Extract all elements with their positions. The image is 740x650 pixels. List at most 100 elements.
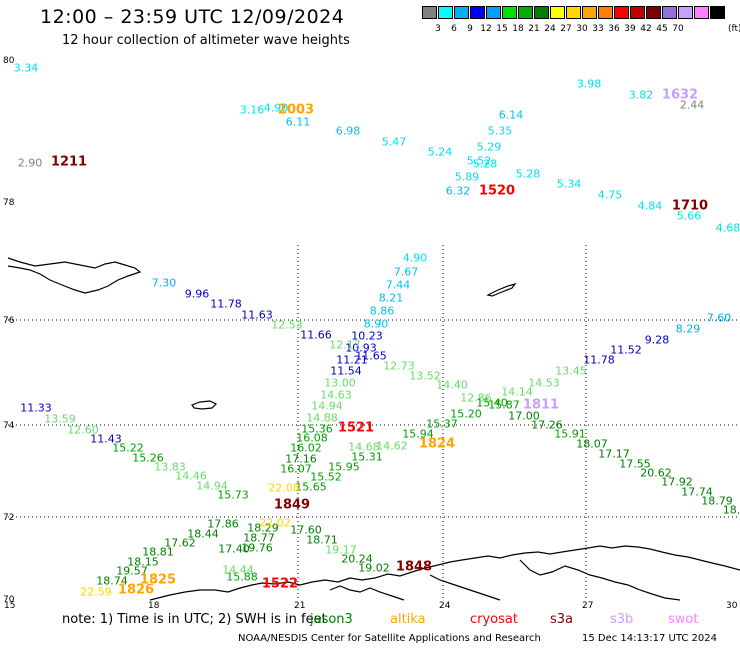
wave-height-value: 17.92 <box>661 475 693 489</box>
track-time-label: 1849 <box>273 497 311 513</box>
coastlines <box>7 257 740 601</box>
wave-height-value: 5.35 <box>487 124 513 138</box>
wave-height-value: 13.59 <box>44 412 76 426</box>
wave-height-value: 2.90 <box>17 156 43 170</box>
legend-swatch <box>550 6 565 19</box>
wave-height-value: 19.57 <box>116 564 148 578</box>
wave-height-value: 11.21 <box>336 353 368 367</box>
credit-line: NOAA/NESDIS Center for Satellite Applica… <box>238 633 541 644</box>
wave-height-value: 8.29 <box>675 322 701 336</box>
satellite-s3a: s3a <box>550 612 574 627</box>
wave-height-value: 15.95 <box>328 460 360 474</box>
wave-height-value: 3.98 <box>576 77 602 91</box>
wave-height-value: 18.15 <box>127 555 159 569</box>
wave-height-value: 20.62 <box>640 466 672 480</box>
page-title: 12:00 – 23:59 UTC 12/09/2024 <box>40 6 345 28</box>
legend-label: 42 <box>640 24 652 34</box>
wave-height-value: 5.52 <box>466 154 492 168</box>
wave-height-value: 4.75 <box>597 188 623 202</box>
wave-height-value: 11.33 <box>20 401 52 415</box>
wave-height-value: 22.02 <box>259 516 291 530</box>
wave-height-value: 10.23 <box>351 329 383 343</box>
wave-height-value: 14.63 <box>320 388 352 402</box>
wave-height-value: 14.14 <box>501 385 533 399</box>
track-time-label: 1826 <box>117 582 155 598</box>
wave-height-value: 5.66 <box>676 209 702 223</box>
wave-height-value: 13.45 <box>555 364 587 378</box>
track-time-label: 1211 <box>50 154 88 170</box>
wave-height-value: 14.88 <box>306 411 338 425</box>
wave-height-value: 5.47 <box>381 135 407 149</box>
satellite-swot: swot <box>668 612 699 627</box>
wave-height-value: 18.07 <box>576 437 608 451</box>
legend-label: 30 <box>576 24 588 34</box>
wave-height-value: 15.40 <box>476 396 508 410</box>
legend-swatch <box>582 6 597 19</box>
wave-height-value: 11.54 <box>330 364 362 378</box>
legend-label: 33 <box>592 24 604 34</box>
wave-height-value: 9.28 <box>644 333 670 347</box>
legend-label: 24 <box>544 24 556 34</box>
wave-height-value: 5.89 <box>454 170 480 184</box>
wave-height-value: 16.02 <box>290 441 322 455</box>
track-time-label: 1710 <box>671 198 709 214</box>
track-time-label: 1824 <box>418 436 456 452</box>
wave-height-value: 5.28 <box>515 167 541 181</box>
legend-swatch <box>486 6 501 19</box>
wave-height-value: 6.14 <box>498 108 524 122</box>
wave-height-value: 15.65 <box>295 480 327 494</box>
track-time-label: 1848 <box>395 559 433 575</box>
legend-label: 39 <box>624 24 636 34</box>
lat-label: 78 <box>3 198 15 208</box>
wave-height-value: 15.37 <box>426 417 458 431</box>
legend-label: 21 <box>528 24 540 34</box>
legend-label: 15 <box>496 24 508 34</box>
wave-height-value: 15.73 <box>217 488 249 502</box>
legend-swatch <box>614 6 629 19</box>
wave-height-value: 6.11 <box>285 115 311 129</box>
legend-swatch <box>694 6 709 19</box>
legend-swatch <box>662 6 677 19</box>
wave-height-value: 18.29 <box>247 521 279 535</box>
wave-height-value: 18.71 <box>306 533 338 547</box>
footnote: note: 1) Time is in UTC; 2) SWH is in fe… <box>62 612 327 627</box>
page-subtitle: 12 hour collection of altimeter wave hei… <box>62 33 350 48</box>
wave-height-value: 18.74 <box>96 574 128 588</box>
wave-height-value: 14.44 <box>222 563 254 577</box>
island-east <box>486 282 517 297</box>
lat-label: 76 <box>3 316 15 326</box>
wave-height-value: 14.46 <box>175 469 207 483</box>
norway-coast <box>149 545 740 601</box>
wave-height-value: 17.60 <box>290 523 322 537</box>
wave-height-value: 12.86 <box>460 391 492 405</box>
wave-height-value: 19.02 <box>358 561 390 575</box>
wave-height-value: 18.81 <box>142 545 174 559</box>
wave-height-value: 7.67 <box>393 265 419 279</box>
lat-label: 80 <box>3 56 15 66</box>
wave-height-value: 17.26 <box>531 418 563 432</box>
wave-height-value: 8.21 <box>378 291 404 305</box>
wave-height-value: 5.34 <box>556 177 582 191</box>
wave-height-value: 15.52 <box>310 470 342 484</box>
satellite-jason3: jason3 <box>310 612 353 627</box>
legend-label: 3 <box>435 24 441 34</box>
wave-height-value: 12.60 <box>67 423 99 437</box>
track-time-label: 1520 <box>478 183 516 199</box>
legend-label: 36 <box>608 24 620 34</box>
legend-swatch <box>598 6 613 19</box>
legend-label: 27 <box>560 24 572 34</box>
legend-label: 70 <box>672 24 684 34</box>
bear-island <box>191 400 218 410</box>
wave-height-value: 8.90 <box>363 317 389 331</box>
wave-height-value: 5.24 <box>427 145 453 159</box>
wave-height-value: 14.40 <box>436 378 468 392</box>
wave-height-value: 11.52 <box>610 343 642 357</box>
wave-height-value: 15.87 <box>488 398 520 412</box>
track-time-label: 1825 <box>139 572 177 588</box>
wave-height-value: 14.62 <box>376 439 408 453</box>
legend-label: 6 <box>451 24 457 34</box>
wave-height-value: 15.88 <box>226 570 258 584</box>
wave-height-value: 13.83 <box>154 460 186 474</box>
wave-height-value: 2.44 <box>679 98 705 112</box>
wave-height-value: 6.32 <box>445 184 471 198</box>
